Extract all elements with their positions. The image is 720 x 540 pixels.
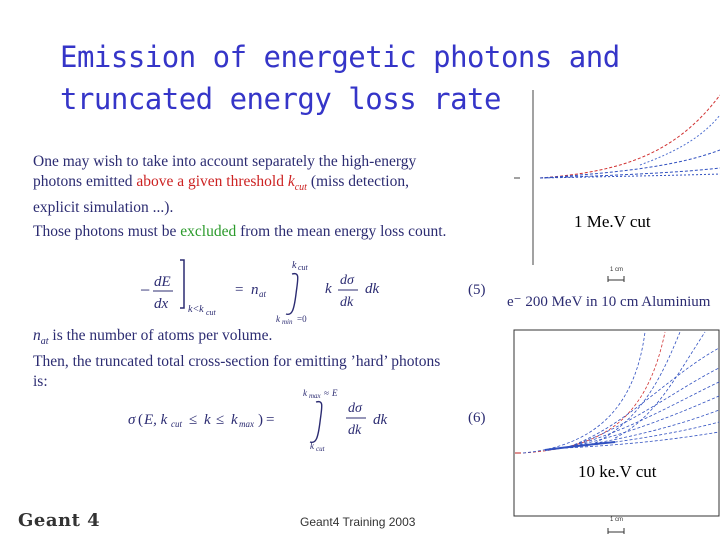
svg-text:k: k — [204, 412, 211, 428]
electron-label: e⁻ 200 MeV in 10 cm Aluminium — [507, 294, 711, 310]
svg-text:cut: cut — [316, 445, 326, 452]
natoms-line: nat is the number of atoms per volume. — [33, 327, 273, 348]
svg-text:E: E — [331, 388, 338, 398]
svg-text:≤: ≤ — [216, 412, 224, 428]
svg-text:≈: ≈ — [324, 388, 329, 398]
photon-tracks-top — [539, 94, 720, 179]
svg-text:dσ: dσ — [340, 273, 355, 288]
svg-text:σ: σ — [128, 412, 136, 428]
cut-label-top: 1 Me.V cut — [574, 212, 651, 232]
title-line-1: Emission of energetic photons and — [60, 40, 620, 74]
then-line2: is: — [33, 373, 48, 391]
svg-text:max: max — [309, 392, 322, 400]
simulation-panel-top — [514, 90, 720, 265]
simulation-panel-bottom — [513, 329, 720, 517]
svg-text:k: k — [303, 388, 308, 398]
svg-text:−: − — [140, 280, 150, 300]
svg-text:cut: cut — [171, 419, 182, 429]
svg-text:max: max — [239, 419, 254, 429]
equation-5-number: (5) — [468, 282, 486, 298]
para1-line3: explicit simulation ...). — [33, 199, 174, 217]
svg-text:k: k — [292, 260, 297, 271]
svg-text:(: ( — [138, 412, 143, 428]
svg-text:=: = — [235, 282, 243, 298]
svg-text:cut: cut — [206, 308, 217, 317]
geant4-logo: Geant 4 — [18, 510, 101, 531]
svg-text:cut: cut — [298, 263, 309, 272]
svg-text:k: k — [276, 314, 281, 324]
svg-text:dE: dE — [154, 274, 171, 290]
svg-text:n: n — [251, 282, 259, 298]
equation-6-number: (6) — [468, 410, 486, 426]
svg-text:≤: ≤ — [189, 412, 197, 428]
svg-text:dk: dk — [373, 412, 388, 428]
then-line1: Then, the truncated total cross-section … — [33, 353, 441, 371]
equation-6: σ ( E, k cut ≤ k ≤ k max ) = k max ≈ E k… — [128, 388, 388, 452]
svg-text:dx: dx — [154, 296, 169, 312]
svg-text:E, k: E, k — [143, 412, 168, 428]
photon-tracks-bottom — [522, 331, 720, 454]
kcut-symbol: kcut — [287, 173, 307, 194]
scale-bar-bottom — [607, 528, 625, 534]
svg-text:k: k — [310, 441, 315, 451]
para1-line2: photons emitted above a given threshold … — [33, 173, 409, 194]
svg-text:k: k — [325, 281, 332, 297]
footer-text: Geant4 Training 2003 — [300, 515, 416, 529]
svg-text:at: at — [259, 289, 267, 299]
excluded-highlight: excluded — [180, 223, 237, 241]
svg-text:k: k — [231, 412, 238, 428]
slide-title: Emission of energetic photons and trunca… — [60, 36, 620, 120]
threshold-highlight: above a given threshold — [136, 173, 284, 190]
para1-line1: One may wish to take into account separa… — [33, 153, 417, 170]
svg-text:dk: dk — [348, 423, 362, 438]
scale-label-bottom: 1 cm — [610, 517, 624, 523]
equation-5: − dE dx k<k cut = n at k cut k min =0 k … — [140, 259, 380, 324]
svg-text:dσ: dσ — [348, 401, 363, 416]
svg-text:k<k: k<k — [188, 304, 204, 315]
svg-text:): ) — [258, 412, 263, 428]
scale-label-top: 1 cm — [610, 267, 624, 273]
cut-label-bottom: 10 ke.V cut — [578, 462, 657, 482]
scale-bar-top — [607, 276, 625, 282]
para2: Those photons must be excluded from the … — [33, 223, 447, 241]
body-text-2: nat is the number of atoms per volume. T… — [33, 326, 503, 392]
svg-text:min: min — [282, 318, 293, 324]
body-text: One may wish to take into account separa… — [33, 152, 503, 242]
svg-text:dk: dk — [340, 295, 354, 310]
svg-text:=: = — [266, 412, 274, 428]
svg-text:=0: =0 — [297, 314, 307, 324]
title-line-2: truncated energy loss rate — [60, 82, 501, 116]
svg-text:dk: dk — [365, 281, 380, 297]
